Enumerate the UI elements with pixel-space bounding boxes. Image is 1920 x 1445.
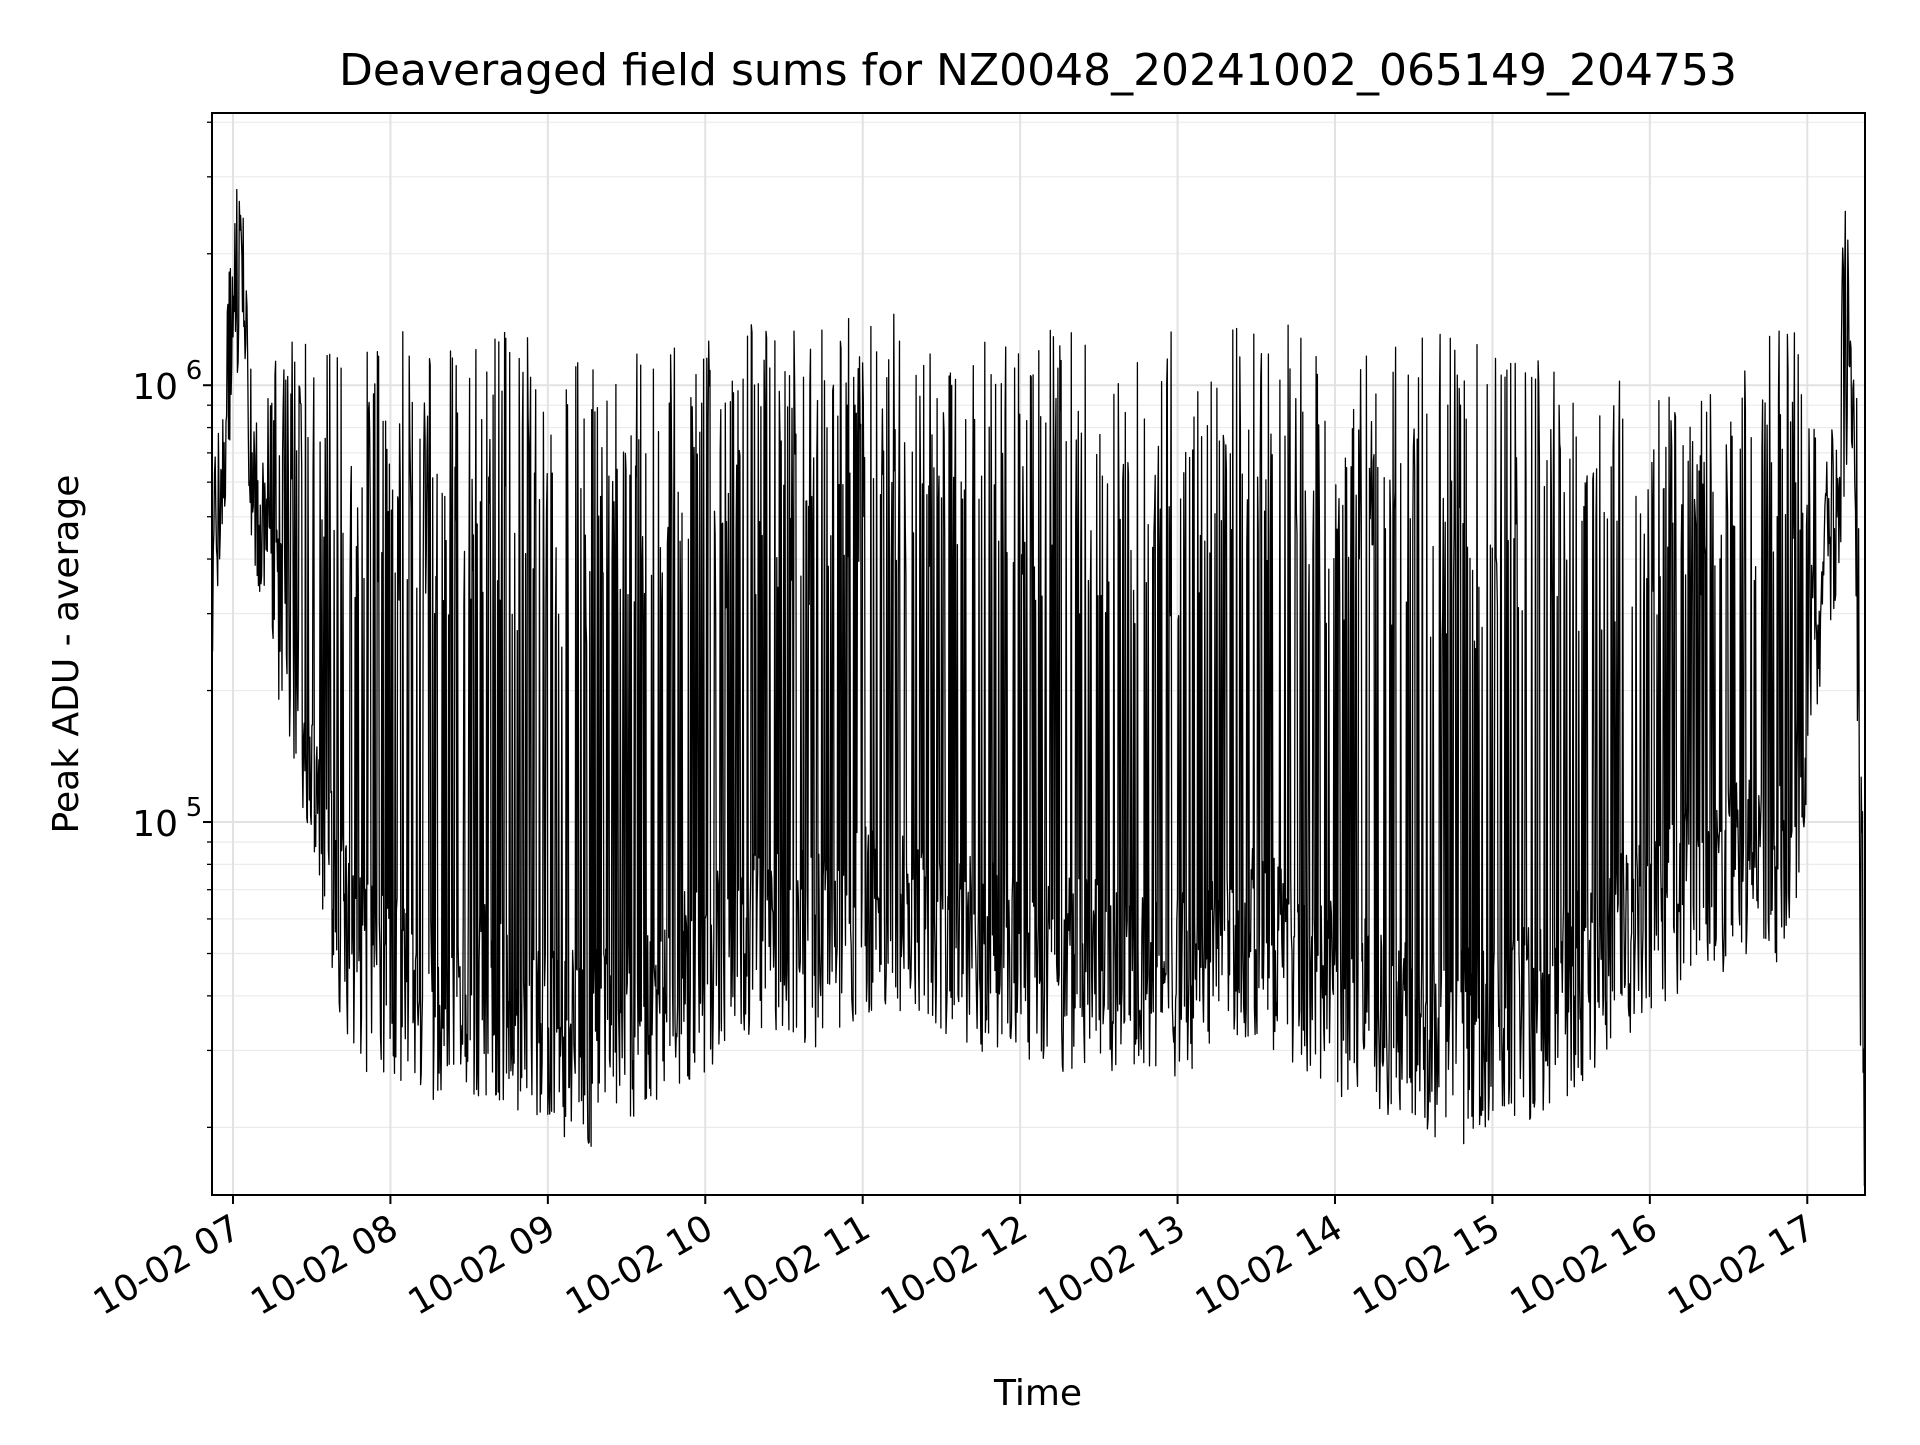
data-series — [211, 188, 1866, 1187]
y-tick-exponent: 5 — [186, 793, 203, 823]
plot-frame — [211, 112, 1866, 1196]
x-axis-label: Time — [993, 1373, 1082, 1414]
chart-title: Deaveraged field sums for NZ0048_2024100… — [339, 45, 1737, 96]
y-axis-label: Peak ADU - average — [46, 475, 87, 834]
y-tick-label: 10 — [132, 367, 178, 408]
y-tick-exponent: 6 — [186, 356, 203, 386]
y-tick-label: 10 — [132, 804, 178, 845]
series-line — [211, 188, 1866, 1187]
